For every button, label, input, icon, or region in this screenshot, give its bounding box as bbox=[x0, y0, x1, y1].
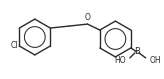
Text: HO: HO bbox=[114, 56, 126, 65]
Text: OH: OH bbox=[150, 56, 161, 65]
Text: B: B bbox=[134, 47, 140, 56]
Text: Cl: Cl bbox=[11, 41, 18, 50]
Text: O: O bbox=[85, 13, 91, 22]
